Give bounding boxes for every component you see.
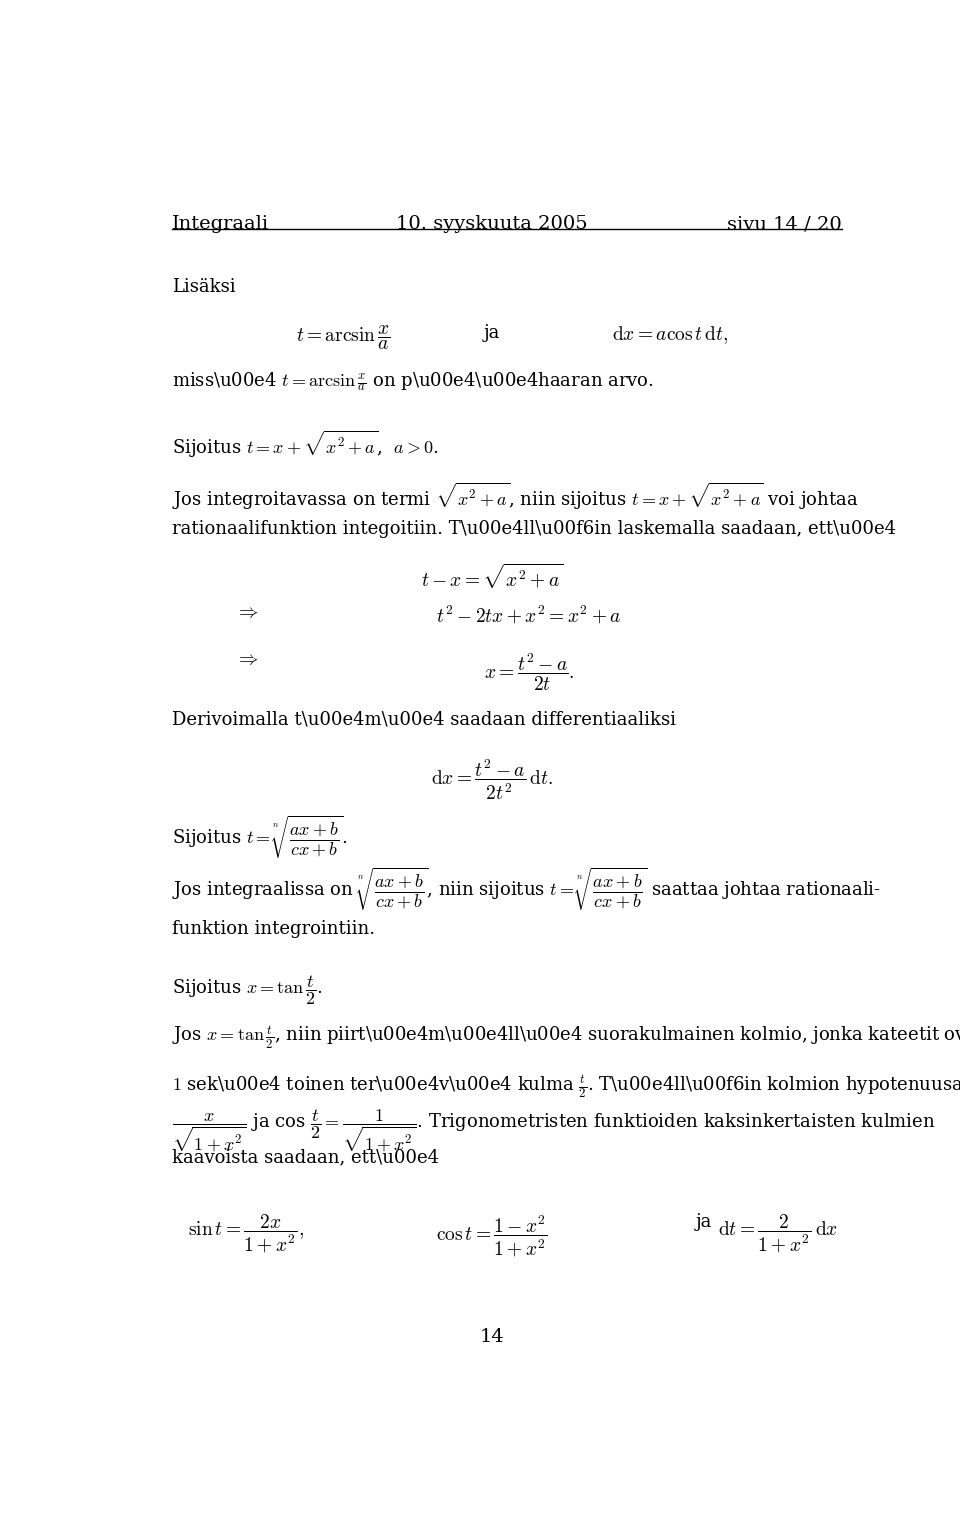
Text: Sijoitus $t = x + \sqrt{x^2 + a}$,  $a > 0$.: Sijoitus $t = x + \sqrt{x^2 + a}$, $a > … xyxy=(172,429,439,461)
Text: funktion integrointiin.: funktion integrointiin. xyxy=(172,920,375,938)
Text: $\Rightarrow$: $\Rightarrow$ xyxy=(234,604,258,622)
Text: Integraali: Integraali xyxy=(172,215,269,233)
Text: miss\u00e4 $t = \arcsin\frac{x}{a}$ on p\u00e4\u00e4haaran arvo.: miss\u00e4 $t = \arcsin\frac{x}{a}$ on p… xyxy=(172,370,654,393)
Text: Sijoitus $t = \sqrt[n]{\dfrac{ax+b}{cx+b}}$.: Sijoitus $t = \sqrt[n]{\dfrac{ax+b}{cx+b… xyxy=(172,814,348,860)
Text: sivu 14 / 20: sivu 14 / 20 xyxy=(727,215,842,233)
Text: $\mathrm{d}x = a\cos t\,\mathrm{d}t,$: $\mathrm{d}x = a\cos t\,\mathrm{d}t,$ xyxy=(612,324,729,346)
Text: ja: ja xyxy=(696,1213,712,1232)
Text: $t - x = \sqrt{x^2 + a}$: $t - x = \sqrt{x^2 + a}$ xyxy=(421,562,563,591)
Text: $\Rightarrow$: $\Rightarrow$ xyxy=(234,651,258,670)
Text: Jos integraalissa on $\sqrt[n]{\dfrac{ax+b}{cx+b}}$, niin sijoitus $t = \sqrt[n]: Jos integraalissa on $\sqrt[n]{\dfrac{ax… xyxy=(172,866,881,912)
Text: Lisäksi: Lisäksi xyxy=(172,278,236,296)
Text: Sijoitus $x = \tan\dfrac{t}{2}$.: Sijoitus $x = \tan\dfrac{t}{2}$. xyxy=(172,974,323,1006)
Text: $t = \arcsin\dfrac{x}{a}$: $t = \arcsin\dfrac{x}{a}$ xyxy=(296,324,391,352)
Text: Jos $x = \tan\frac{t}{2}$, niin piirt\u00e4m\u00e4ll\u00e4 suorakulmainen kolmio: Jos $x = \tan\frac{t}{2}$, niin piirt\u0… xyxy=(172,1025,960,1051)
Text: rationaalifunktion integoitiin. T\u00e4ll\u00f6in laskemalla saadaan, ett\u00e4: rationaalifunktion integoitiin. T\u00e4l… xyxy=(172,521,896,538)
Text: $\mathrm{d}x = \dfrac{t^2 - a}{2t^2}\,\mathrm{d}t.$: $\mathrm{d}x = \dfrac{t^2 - a}{2t^2}\,\m… xyxy=(431,757,553,802)
Text: $1$ sek\u00e4 toinen ter\u00e4v\u00e4 kulma $\frac{t}{2}$. T\u00e4ll\u00f6in kol: $1$ sek\u00e4 toinen ter\u00e4v\u00e4 ku… xyxy=(172,1066,960,1100)
Text: $\dfrac{x}{\sqrt{1+x^2}}$ ja cos $\dfrac{t}{2} = \dfrac{1}{\sqrt{1+x^2}}$. Trigo: $\dfrac{x}{\sqrt{1+x^2}}$ ja cos $\dfrac… xyxy=(172,1107,936,1154)
Text: ja: ja xyxy=(484,324,500,343)
Text: Derivoimalla t\u00e4m\u00e4 saadaan differentiaaliksi: Derivoimalla t\u00e4m\u00e4 saadaan diff… xyxy=(172,711,676,728)
Text: Jos integroitavassa on termi $\sqrt{x^2+a}$, niin sijoitus $t = x + \sqrt{x^2+a}: Jos integroitavassa on termi $\sqrt{x^2+… xyxy=(172,481,858,513)
Text: kaavoista saadaan, ett\u00e4: kaavoista saadaan, ett\u00e4 xyxy=(172,1149,439,1166)
Text: $\sin t = \dfrac{2x}{1+x^2},$: $\sin t = \dfrac{2x}{1+x^2},$ xyxy=(188,1213,304,1255)
Text: $\mathrm{d}t = \dfrac{2}{1+x^2}\,\mathrm{d}x$: $\mathrm{d}t = \dfrac{2}{1+x^2}\,\mathrm… xyxy=(718,1213,838,1255)
Text: 14: 14 xyxy=(480,1327,504,1346)
Text: $x = \dfrac{t^2 - a}{2t}.$: $x = \dfrac{t^2 - a}{2t}.$ xyxy=(484,651,574,693)
Text: $\cos t = \dfrac{1-x^2}{1+x^2}$: $\cos t = \dfrac{1-x^2}{1+x^2}$ xyxy=(436,1213,548,1258)
Text: 10. syyskuuta 2005: 10. syyskuuta 2005 xyxy=(396,215,588,233)
Text: $t^2 - 2tx + x^2 = x^2 + a$: $t^2 - 2tx + x^2 = x^2 + a$ xyxy=(437,604,622,627)
